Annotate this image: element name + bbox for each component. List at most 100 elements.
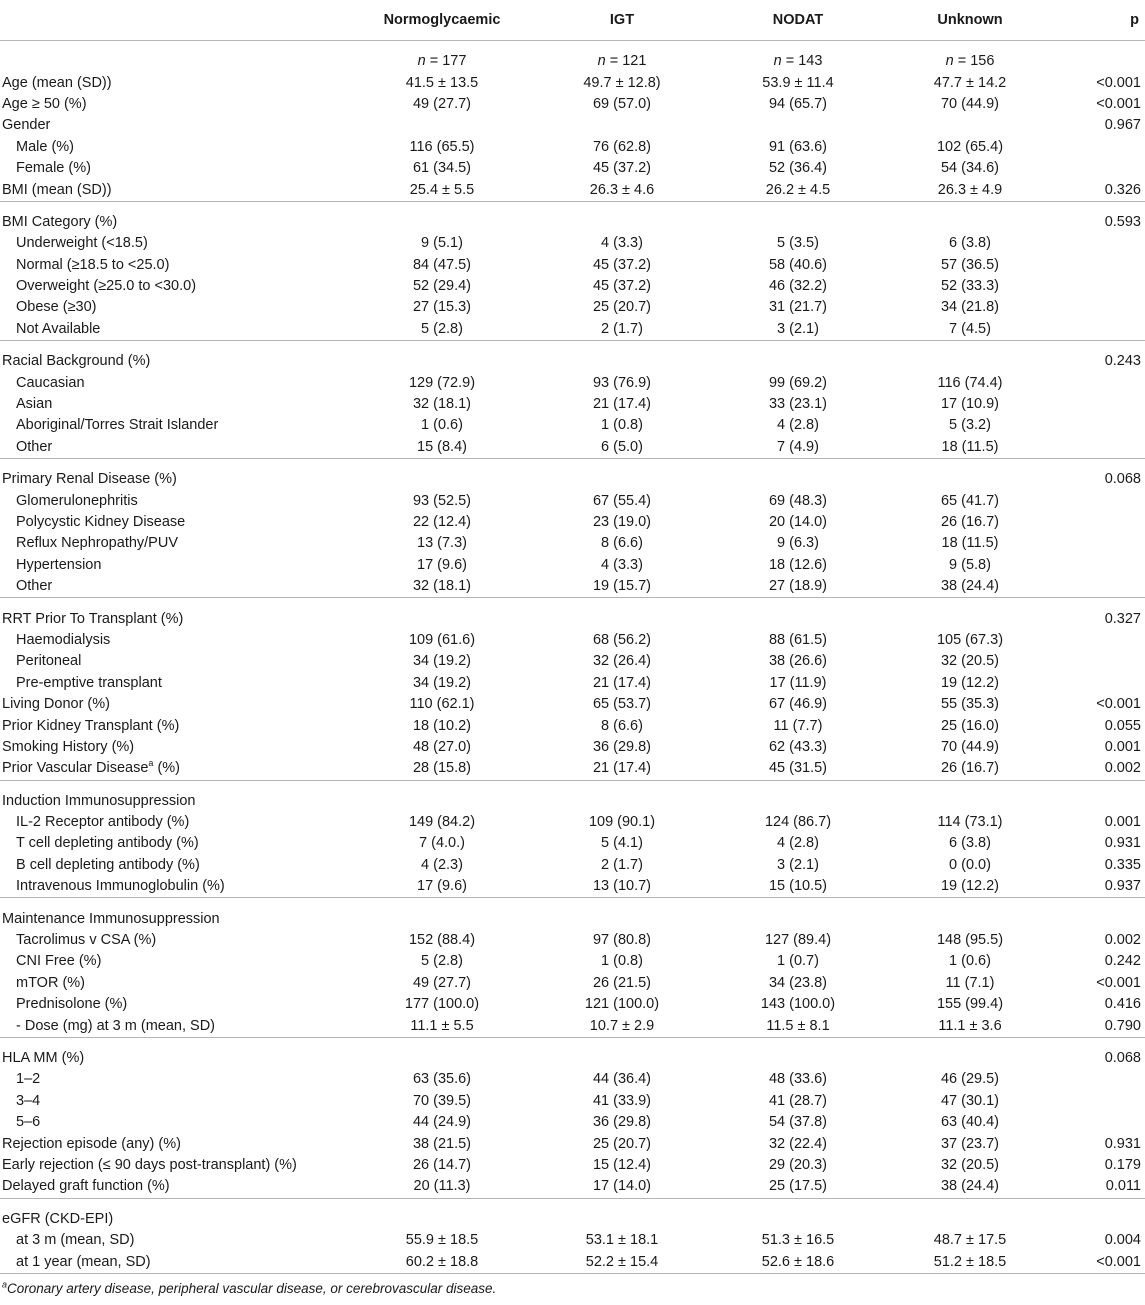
cell-normoglycaemic: 13 (7.3) [417,535,467,552]
cell-p-value: 0.001 [1104,738,1141,755]
row-label: 1–2 [0,1069,352,1090]
cell-nodat: 38 (26.6) [768,653,828,670]
cell-normoglycaemic [352,1198,532,1230]
cell-p-value: <0.001 [1096,74,1141,91]
cell-normoglycaemic: 17 (9.6) [352,876,532,899]
footnote-reference: a [148,758,154,769]
cell-nodat: 51.3 ± 16.5 [761,1232,835,1249]
n-symbol: n [597,53,606,70]
cell-igt: 4 (3.3) [601,556,643,573]
cell-unknown: 5 (3.2) [949,417,991,434]
row-label: Age ≥ 50 (%) [0,94,352,115]
cell-igt: n = 121 [597,53,647,70]
row-label: Rejection episode (any) (%) [0,1133,352,1154]
cell-nodat [712,459,884,491]
cell-igt [532,1198,712,1230]
cell-igt: 32 (26.4) [592,653,652,670]
row-label: Asian [0,394,352,415]
row-label-text: Other [16,438,53,455]
cell-p-value: 0.002 [1056,758,1145,781]
cell-igt: 44 (36.4) [592,1071,652,1088]
cell-unknown: 11 (7.1) [945,974,995,991]
row-label-text: BMI Category (%) [2,213,118,230]
cell-unknown [884,898,1056,930]
cell-p-value [1056,158,1145,179]
cell-igt: 21 (17.4) [532,758,712,781]
cell-p-value [1056,415,1145,436]
cell-unknown: 6 (3.8) [949,235,991,252]
n-symbol: n [417,53,426,70]
row-label-text: Peritoneal [16,653,82,670]
cell-unknown: 18 (11.5) [884,436,1056,460]
row-label: Normal (≥18.5 to <25.0) [0,255,352,276]
row-label-text: Glomerulonephritis [16,492,138,509]
row-label-text: at 3 m (mean, SD) [16,1232,135,1249]
cell-igt: 2 (1.7) [532,318,712,342]
cell-igt: 93 (76.9) [592,374,652,391]
cell-p-value [1056,575,1145,599]
table-header: Normoglycaemic IGT NODAT Unknown p [0,0,1145,41]
cell-p-value [1056,780,1145,812]
cell-normoglycaemic [352,898,532,930]
cell-p-value: 0.242 [1104,953,1141,970]
cell-igt: 25 (20.7) [592,299,652,316]
row-label: Aboriginal/Torres Strait Islander [0,415,352,436]
cell-unknown: 7 (4.5) [884,318,1056,342]
table-row: Delayed graft function (%) 20 (11.3) 17 (1… [0,1176,1145,1199]
cell-nodat: 52 (36.4) [768,160,828,177]
cell-nodat: 69 (48.3) [768,492,828,509]
cell-nodat: 46 (32.2) [768,278,828,295]
cell-p-value [1056,898,1145,930]
table-row: HLA MM (%) 0.068 [0,1037,1145,1069]
cell-igt [532,201,712,233]
row-label-text: 5–6 [16,1114,41,1131]
row-label-text: IL-2 Receptor antibody (%) [16,814,190,831]
cell-nodat [712,780,884,812]
row-label: BMI Category (%) [0,201,352,233]
cell-igt: 45 (37.2) [592,160,652,177]
table-row: Prior Vascular Diseasea (%) 28 (15.8) 21 (… [0,758,1145,781]
cell-nodat: 58 (40.6) [768,256,828,273]
cell-normoglycaemic: 110 (62.1) [409,696,475,713]
cell-normoglycaemic [352,459,532,491]
cell-unknown: 48.7 ± 17.5 [933,1232,1007,1249]
cell-p-value [1056,1198,1145,1230]
table-row: Prior Kidney Transplant (%) 18 (10.2) 8 (6… [0,715,1145,736]
cell-normoglycaemic: 55.9 ± 18.5 [405,1232,479,1249]
cell-unknown: 65 (41.7) [940,492,1000,509]
cell-nodat: 32 (22.4) [768,1135,828,1152]
row-label-text: RRT Prior To Transplant (%) [2,610,184,627]
cell-nodat: 54 (37.8) [768,1114,828,1131]
cell-nodat: 52.6 ± 18.6 [712,1251,884,1274]
cell-p-value: 0.055 [1104,717,1141,734]
cell-unknown: 55 (35.3) [940,696,1000,713]
cell-normoglycaemic: 44 (24.9) [412,1114,472,1131]
row-label-text: HLA MM (%) [2,1049,85,1066]
cell-nodat: 1 (0.7) [777,953,819,970]
row-label: Smoking History (%) [0,737,352,758]
cell-normoglycaemic: 34 (19.2) [412,674,472,691]
cell-igt: 97 (80.8) [592,932,652,949]
row-label: Female (%) [0,158,352,179]
table-row: Prednisolone (%) 177 (100.0) 121 (100.0) 14… [0,994,1145,1015]
row-label-text: Other [16,578,53,595]
cell-normoglycaemic: 4 (2.3) [421,856,463,873]
row-label-text: Early rejection (≤ 90 days post-transpla… [2,1156,297,1173]
cell-igt [532,780,712,812]
cell-unknown: 116 (74.4) [937,374,1003,391]
table-row: Glomerulonephritis 93 (52.5) 67 (55.4) 69 (… [0,490,1145,511]
table-row: Male (%) 116 (65.5) 76 (62.8) 91 (63.6) 102 … [0,137,1145,158]
cell-igt: 49.7 ± 12.8) [583,74,661,91]
table-row: 5–6 44 (24.9) 36 (29.8) 54 (37.8) 63 (40.4) [0,1112,1145,1133]
cell-normoglycaemic: 5 (2.8) [352,318,532,342]
row-label: T cell depleting antibody (%) [0,833,352,854]
cell-unknown: 105 (67.3) [936,631,1004,648]
cell-p-value [1056,394,1145,415]
cell-unknown: 26 (16.7) [940,514,1000,530]
cell-nodat: 11 (7.7) [773,717,823,734]
table-row: Rejection episode (any) (%) 38 (21.5) 25 (… [0,1133,1145,1154]
row-label-text: Asian [16,396,53,413]
cell-p-value: 0.931 [1104,1135,1141,1152]
cell-nodat: 53.9 ± 11.4 [762,74,834,91]
cell-igt: 15 (12.4) [592,1156,652,1173]
